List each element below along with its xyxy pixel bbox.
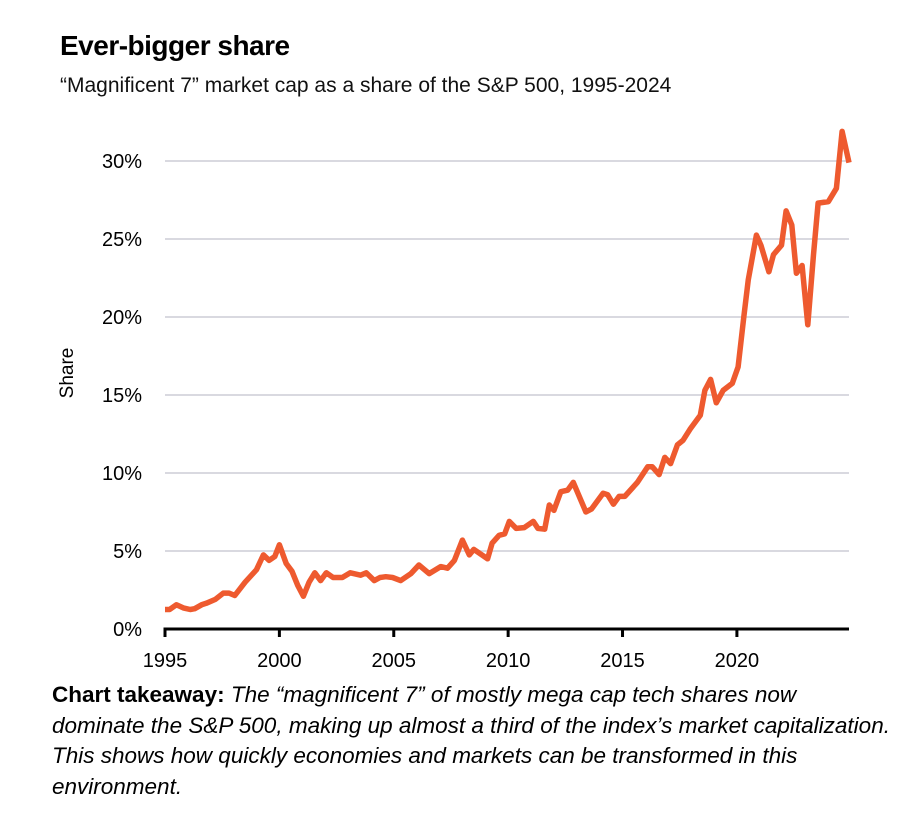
series-line bbox=[165, 128, 852, 613]
x-tick-label: 2000 bbox=[257, 650, 302, 672]
x-tick-label: 2015 bbox=[600, 650, 645, 672]
x-axis: 1995 2000 2005 2010 2015 2020 bbox=[143, 627, 849, 672]
takeaway-lead: Chart takeaway: bbox=[52, 682, 225, 707]
x-tick-label: 1995 bbox=[143, 650, 188, 672]
y-tick-label: 10% bbox=[102, 463, 142, 485]
takeaway-body: The “magnificent 7” of mostly mega cap t… bbox=[52, 682, 890, 799]
chart-subtitle: “Magnificent 7” market cap as a share of… bbox=[60, 74, 672, 97]
line-chart: 0% 5% 10% 15% 20% 25% 30% Share 1995 2000 2005 20… bbox=[57, 128, 852, 672]
y-tick-label: 25% bbox=[102, 229, 142, 251]
chart-title: Ever-bigger share bbox=[60, 30, 290, 61]
series bbox=[165, 128, 852, 613]
y-axis-label: Share bbox=[57, 348, 78, 399]
gridlines bbox=[165, 160, 849, 552]
x-tick-label: 2020 bbox=[715, 650, 760, 672]
y-tick-label: 5% bbox=[113, 541, 142, 563]
y-tick-label: 20% bbox=[102, 307, 142, 329]
x-tick-label: 2010 bbox=[486, 650, 531, 672]
y-tick-labels: 0% 5% 10% 15% 20% 25% 30% bbox=[102, 151, 142, 641]
y-tick-label: 15% bbox=[102, 385, 142, 407]
chart-takeaway: Chart takeaway: The “magnificent 7” of m… bbox=[52, 680, 892, 802]
y-tick-label: 30% bbox=[102, 151, 142, 173]
y-tick-label: 0% bbox=[113, 619, 142, 641]
x-tick-label: 2005 bbox=[372, 650, 417, 672]
